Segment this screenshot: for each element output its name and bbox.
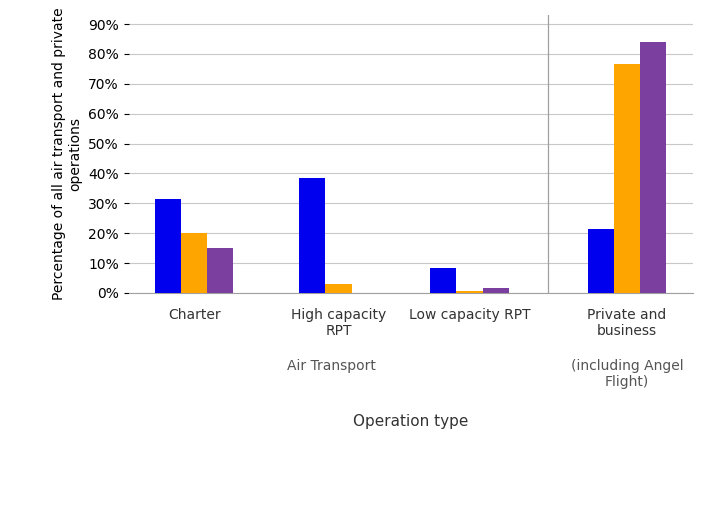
- Bar: [614, 65, 640, 293]
- Bar: [588, 229, 614, 293]
- Text: (including Angel
Flight): (including Angel Flight): [570, 359, 683, 389]
- Bar: [431, 268, 456, 293]
- Bar: [155, 199, 181, 293]
- Bar: [299, 178, 326, 293]
- Bar: [640, 42, 666, 293]
- Y-axis label: Percentage of all air transport and private
operations: Percentage of all air transport and priv…: [52, 8, 83, 300]
- Text: Low capacity RPT: Low capacity RPT: [409, 308, 531, 322]
- Bar: [207, 248, 233, 293]
- Bar: [181, 233, 207, 293]
- Text: Operation type: Operation type: [353, 414, 468, 429]
- Text: High capacity
RPT: High capacity RPT: [291, 308, 386, 338]
- Text: Private and
business: Private and business: [588, 308, 667, 338]
- Bar: [326, 284, 351, 293]
- Text: Charter: Charter: [168, 308, 221, 322]
- Bar: [483, 288, 509, 293]
- Bar: [456, 291, 483, 293]
- Text: Air Transport: Air Transport: [288, 359, 376, 373]
